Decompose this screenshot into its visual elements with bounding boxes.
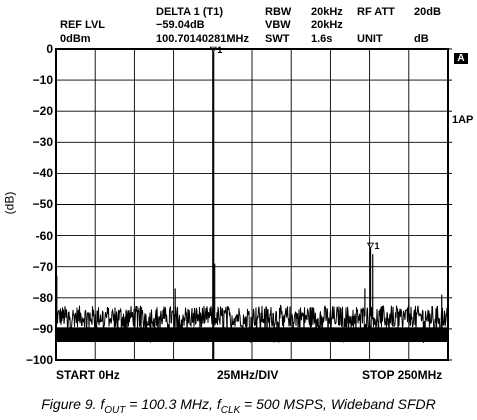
detector-label: 1AP [452,114,474,126]
marker-label: 1 [217,45,222,55]
y-tick-label: −80 [32,291,53,305]
marker-title: DELTA 1 (T1) [156,6,224,18]
figure-caption: Figure 9. fOUT = 100.3 MHz, fCLK = 500 M… [0,396,477,416]
x-start-label: START 0Hz [56,368,120,382]
rbw-value: 20kHz [311,6,343,18]
trace-a-badge: A [454,53,468,64]
vbw-value: 20kHz [311,19,343,31]
y-tick-label: −90 [32,322,53,336]
marker-label: 1 [375,241,380,251]
caption-suffix: = 500 MSPS, Wideband SFDR [240,396,436,412]
y-tick-label: −20 [32,104,53,118]
swt-value: 1.6s [311,33,333,45]
caption-sub-out: OUT [104,404,126,416]
vbw-label: VBW [265,19,291,31]
rbw-label: RBW [265,6,292,18]
caption-sub-clk: CLK [220,404,241,416]
swt-label: SWT [265,33,290,45]
marker-frequency: 100.70140281MHz [156,33,249,45]
rf-att-label: RF ATT [357,6,395,18]
ref-level-label: REF LVL [60,19,106,31]
rf-att-value: 20dB [414,6,441,18]
y-tick-label: −70 [32,260,53,274]
y-tick-label: 0 [46,42,53,56]
x-div-label: 25MHz/DIV [217,368,279,382]
noise-floor-band [56,327,448,342]
caption-mid: = 100.3 MHz, f [125,396,221,412]
unit-label: UNIT [357,33,383,45]
caption-prefix: Figure 9. f [41,396,105,412]
marker-level: −59.04dB [156,19,205,31]
x-stop-label: STOP 250MHz [362,368,443,382]
marker-symbol [366,242,375,249]
ref-level-value: 0dBm [60,33,91,45]
y-tick-label: −50 [32,197,53,211]
y-tick-label: −100 [25,353,53,367]
y-tick-label: −10 [32,73,53,87]
y-tick-label: −30 [32,135,53,149]
unit-value: dB [414,33,429,45]
y-tick-label: −40 [32,166,53,180]
y-tick-label: -60 [35,229,53,243]
